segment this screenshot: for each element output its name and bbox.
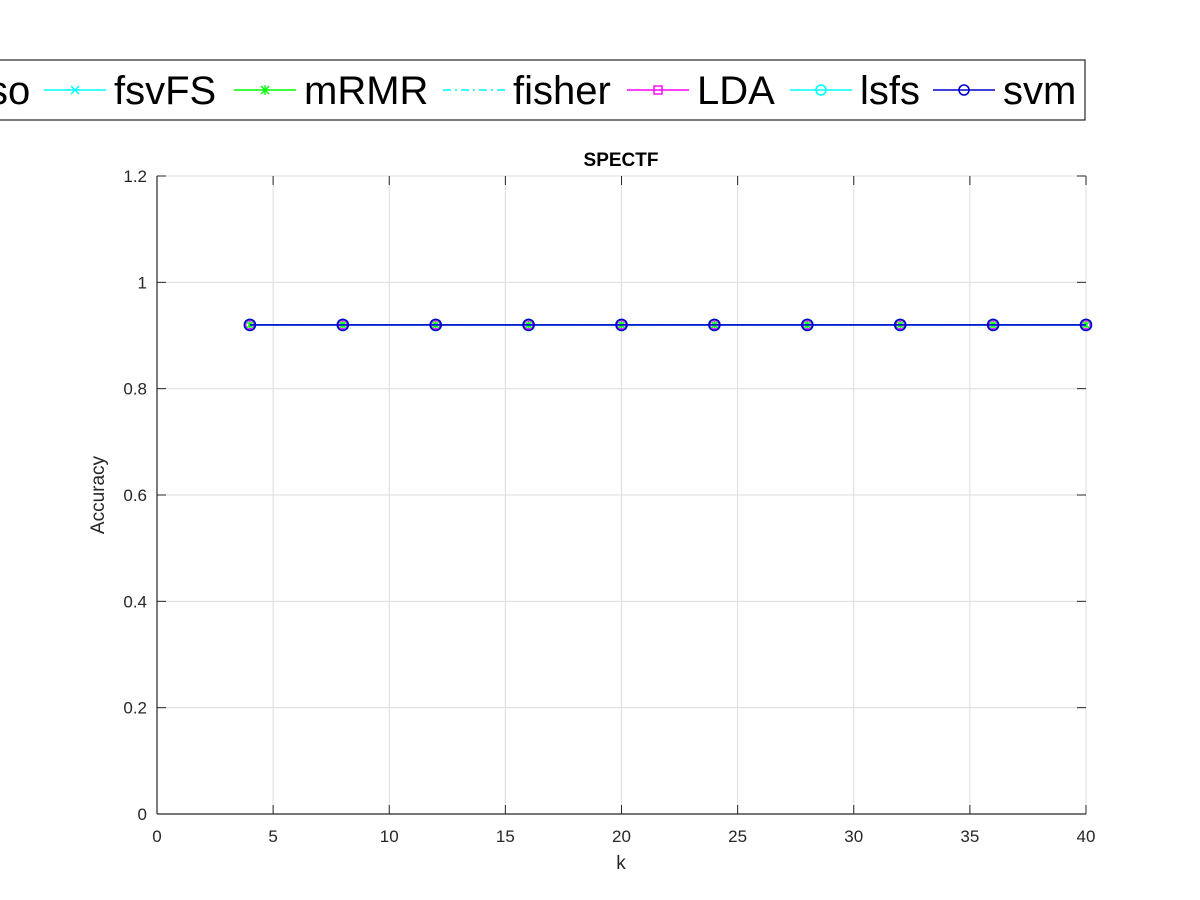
legend-label-mRMR: mRMR: [304, 69, 428, 113]
series-layer: [243, 318, 1093, 332]
axis-ticks: 0 5 10 15 20 25 30 35 40 0 0.2 0.4 0.6 0.8 1 1.2: [123, 167, 1095, 846]
legend-marker-fsvFS: [70, 85, 80, 95]
y-tick-label: 0.8: [123, 380, 147, 399]
y-tick-label: 0.6: [123, 486, 147, 505]
chart-title: SPECTF: [584, 150, 659, 171]
x-tick-label: 30: [844, 827, 863, 846]
x-tick-label: 20: [612, 827, 631, 846]
legend-entry-svm: svm: [933, 69, 1076, 113]
x-tick-label: 15: [496, 827, 515, 846]
x-axis-label: k: [616, 853, 626, 874]
legend: so fsvFS mRMR fisher LDA lsfs svm: [0, 59, 1086, 121]
data-point-svm: [429, 318, 443, 332]
data-point-svm: [615, 318, 628, 332]
legend-label-lsfs: lsfs: [860, 69, 920, 113]
data-point-svm: [986, 318, 1000, 332]
legend-entry-lsfs: lsfs: [790, 69, 920, 113]
x-tick-label: 5: [268, 827, 277, 846]
legend-entry-so: so: [0, 69, 30, 113]
x-tick-label: 25: [728, 827, 747, 846]
x-tick-label: 10: [380, 827, 399, 846]
legend-label-LDA: LDA: [697, 69, 775, 113]
x-tick-label: 40: [1077, 827, 1096, 846]
data-point-svm: [243, 318, 257, 332]
plot-area: 0 5 10 15 20 25 30 35 40 0 0.2 0.4 0.6 0.8 1 1.2: [123, 167, 1095, 846]
y-tick-label: 0: [138, 805, 147, 824]
y-tick-label: 0.4: [123, 592, 147, 611]
legend-entry-mRMR: mRMR: [234, 69, 428, 113]
legend-entry-fsvFS: fsvFS: [44, 69, 216, 113]
legend-label-svm: svm: [1003, 69, 1076, 113]
data-point-svm: [893, 318, 907, 332]
legend-label-fisher: fisher: [513, 69, 611, 113]
legend-label-fsvFS: fsvFS: [114, 69, 216, 113]
data-point-svm: [336, 318, 350, 332]
series-svm: [243, 318, 1093, 332]
legend-marker-mRMR: [260, 85, 270, 95]
legend-marker-svm: [958, 84, 970, 96]
x-tick-label: 0: [152, 827, 161, 846]
legend-marker-lsfs: [815, 84, 827, 96]
data-point-svm: [800, 318, 814, 332]
y-tick-label: 1: [138, 273, 147, 292]
x-tick-label: 35: [960, 827, 979, 846]
y-tick-label: 0.2: [123, 699, 147, 718]
y-tick-label: 1.2: [123, 167, 147, 186]
data-point-svm: [522, 318, 535, 332]
legend-marker-fsvFS-stroke: [70, 85, 80, 95]
data-point-svm: [1079, 318, 1093, 332]
legend-entry-LDA: LDA: [627, 69, 775, 113]
legend-marker-LDA: [653, 85, 663, 95]
y-axis-label: Accuracy: [88, 455, 109, 534]
data-point-svm: [708, 318, 721, 332]
legend-label-so: so: [0, 69, 30, 113]
legend-entry-fisher: fisher: [443, 69, 611, 113]
legend-box: [0, 59, 1086, 121]
